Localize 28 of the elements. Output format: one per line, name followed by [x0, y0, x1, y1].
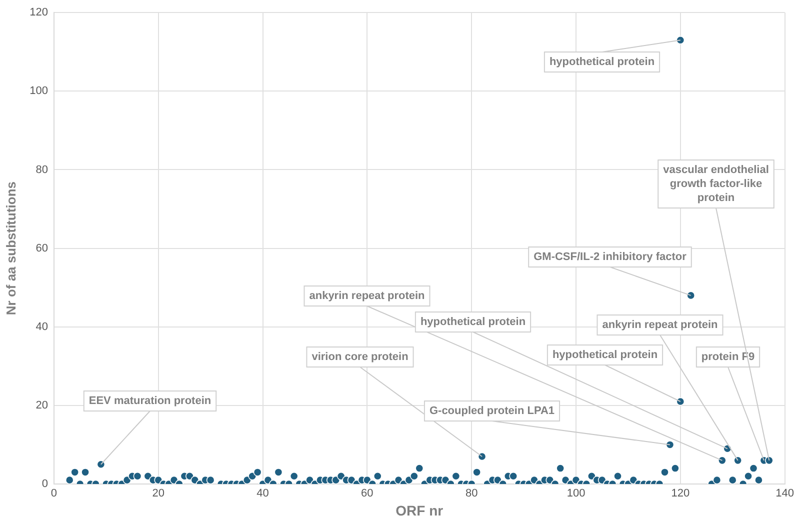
annotation: EEV maturation protein	[88, 395, 212, 408]
y-tick-label: 60	[36, 242, 48, 254]
annotation: G-coupled protein LPA1	[429, 405, 555, 418]
annotation: protein F9	[701, 351, 755, 364]
annotation: ankyrin repeat protein	[602, 319, 718, 332]
y-tick-label: 40	[36, 320, 48, 333]
y-tick-label: 0	[42, 478, 48, 490]
annotation: hypothetical protein	[549, 56, 655, 68]
y-tick-label: 100	[30, 85, 48, 98]
x-tick-label: 80	[465, 488, 478, 500]
x-tick-label: 60	[361, 488, 374, 500]
x-tick-label: 120	[671, 488, 690, 500]
y-axis-title: Nr of aa substitutions	[3, 181, 18, 316]
y-tick-label: 120	[30, 6, 48, 19]
annotation: virion core protein	[312, 351, 409, 364]
y-tick-label: 20	[36, 399, 48, 412]
x-tick-label: 40	[256, 488, 269, 500]
x-tick-label: 100	[566, 488, 586, 500]
x-tick-label: 140	[776, 488, 794, 500]
annotation: vascular endothelial growth factor-like protein	[663, 164, 769, 204]
y-tick-label: 80	[36, 164, 48, 176]
annotation: hypothetical protein	[420, 316, 526, 328]
x-axis-title: ORF nr	[396, 502, 444, 518]
x-tick-label: 20	[152, 488, 164, 500]
x-tick-label: 0	[50, 488, 58, 500]
annotation: GM-CSF/IL-2 inhibitory factor	[534, 251, 688, 264]
annotation: ankyrin repeat protein	[309, 290, 426, 302]
annotation: hypothetical protein	[552, 349, 658, 362]
